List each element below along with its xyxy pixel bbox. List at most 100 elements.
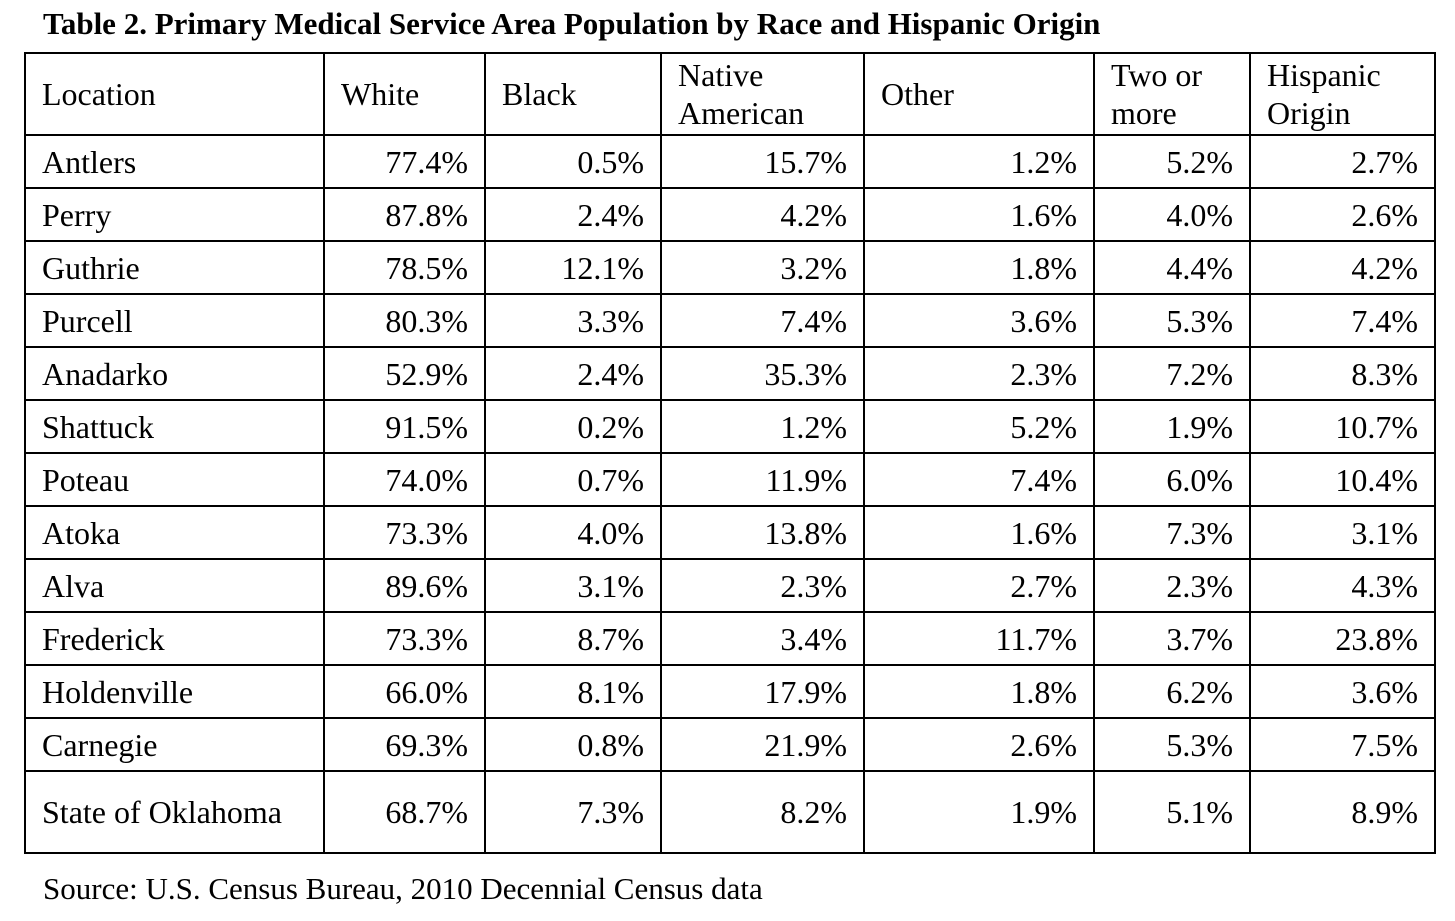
cell-location: Perry xyxy=(24,187,325,242)
cell-hispanic-origin: 3.6% xyxy=(1249,664,1436,719)
cell-white: 68.7% xyxy=(323,770,486,854)
cell-location: Atoka xyxy=(24,505,325,560)
cell-native-american: 8.2% xyxy=(660,770,865,854)
cell-black: 0.5% xyxy=(484,134,662,189)
cell-white: 73.3% xyxy=(323,505,486,560)
table-row: Poteau 74.0% 0.7% 11.9% 7.4% 6.0% 10.4% xyxy=(24,452,1436,507)
cell-other: 2.3% xyxy=(863,346,1095,401)
cell-native-american: 13.8% xyxy=(660,505,865,560)
header-two-or-more: Two or more xyxy=(1093,52,1251,136)
cell-other: 3.6% xyxy=(863,293,1095,348)
cell-two-or-more: 6.2% xyxy=(1093,664,1251,719)
cell-white: 89.6% xyxy=(323,558,486,613)
cell-other: 1.8% xyxy=(863,664,1095,719)
table-row: Purcell 80.3% 3.3% 7.4% 3.6% 5.3% 7.4% xyxy=(24,293,1436,348)
cell-other: 11.7% xyxy=(863,611,1095,666)
header-row: Location White Black Native American Oth… xyxy=(24,52,1436,136)
cell-other: 1.6% xyxy=(863,505,1095,560)
cell-two-or-more: 2.3% xyxy=(1093,558,1251,613)
cell-location: Frederick xyxy=(24,611,325,666)
cell-white: 87.8% xyxy=(323,187,486,242)
cell-location: Purcell xyxy=(24,293,325,348)
cell-two-or-more: 5.3% xyxy=(1093,717,1251,772)
cell-native-american: 21.9% xyxy=(660,717,865,772)
cell-hispanic-origin: 8.9% xyxy=(1249,770,1436,854)
table-row: Holdenville 66.0% 8.1% 17.9% 1.8% 6.2% 3.6% xyxy=(24,664,1436,719)
cell-black: 3.3% xyxy=(484,293,662,348)
cell-other: 7.4% xyxy=(863,452,1095,507)
cell-hispanic-origin: 2.7% xyxy=(1249,134,1436,189)
cell-hispanic-origin: 10.4% xyxy=(1249,452,1436,507)
cell-white: 74.0% xyxy=(323,452,486,507)
cell-two-or-more: 1.9% xyxy=(1093,399,1251,454)
cell-white: 73.3% xyxy=(323,611,486,666)
cell-other: 1.2% xyxy=(863,134,1095,189)
cell-other: 2.6% xyxy=(863,717,1095,772)
header-black: Black xyxy=(484,52,662,136)
cell-two-or-more: 6.0% xyxy=(1093,452,1251,507)
table-row: Carnegie 69.3% 0.8% 21.9% 2.6% 5.3% 7.5% xyxy=(24,717,1436,772)
cell-hispanic-origin: 23.8% xyxy=(1249,611,1436,666)
cell-black: 7.3% xyxy=(484,770,662,854)
cell-black: 2.4% xyxy=(484,187,662,242)
table-row: Frederick 73.3% 8.7% 3.4% 11.7% 3.7% 23.8% xyxy=(24,611,1436,666)
cell-white: 66.0% xyxy=(323,664,486,719)
cell-location: Antlers xyxy=(24,134,325,189)
header-white: White xyxy=(323,52,486,136)
cell-two-or-more: 7.3% xyxy=(1093,505,1251,560)
cell-two-or-more: 5.3% xyxy=(1093,293,1251,348)
cell-other: 1.9% xyxy=(863,770,1095,854)
cell-native-american: 1.2% xyxy=(660,399,865,454)
cell-native-american: 4.2% xyxy=(660,187,865,242)
cell-black: 0.2% xyxy=(484,399,662,454)
cell-white: 69.3% xyxy=(323,717,486,772)
cell-white: 78.5% xyxy=(323,240,486,295)
cell-location: Poteau xyxy=(24,452,325,507)
cell-two-or-more: 3.7% xyxy=(1093,611,1251,666)
header-other: Other xyxy=(863,52,1095,136)
source-note: Source: U.S. Census Bureau, 2010 Decenni… xyxy=(43,871,763,906)
cell-location: Alva xyxy=(24,558,325,613)
table-row: Perry 87.8% 2.4% 4.2% 1.6% 4.0% 2.6% xyxy=(24,187,1436,242)
header-native-american: Native American xyxy=(660,52,865,136)
cell-two-or-more: 4.4% xyxy=(1093,240,1251,295)
cell-two-or-more: 5.2% xyxy=(1093,134,1251,189)
cell-hispanic-origin: 7.4% xyxy=(1249,293,1436,348)
cell-hispanic-origin: 2.6% xyxy=(1249,187,1436,242)
cell-white: 77.4% xyxy=(323,134,486,189)
cell-white: 91.5% xyxy=(323,399,486,454)
table-row: Antlers 77.4% 0.5% 15.7% 1.2% 5.2% 2.7% xyxy=(24,134,1436,189)
cell-native-american: 11.9% xyxy=(660,452,865,507)
cell-hispanic-origin: 7.5% xyxy=(1249,717,1436,772)
table-row: Anadarko 52.9% 2.4% 35.3% 2.3% 7.2% 8.3% xyxy=(24,346,1436,401)
header-location: Location xyxy=(24,52,325,136)
cell-native-american: 2.3% xyxy=(660,558,865,613)
cell-native-american: 3.4% xyxy=(660,611,865,666)
cell-black: 12.1% xyxy=(484,240,662,295)
cell-native-american: 35.3% xyxy=(660,346,865,401)
cell-hispanic-origin: 4.3% xyxy=(1249,558,1436,613)
cell-black: 8.7% xyxy=(484,611,662,666)
cell-other: 1.8% xyxy=(863,240,1095,295)
cell-location: Carnegie xyxy=(24,717,325,772)
cell-white: 80.3% xyxy=(323,293,486,348)
cell-other: 5.2% xyxy=(863,399,1095,454)
cell-native-american: 17.9% xyxy=(660,664,865,719)
cell-hispanic-origin: 4.2% xyxy=(1249,240,1436,295)
cell-location: Guthrie xyxy=(24,240,325,295)
cell-location: Shattuck xyxy=(24,399,325,454)
cell-hispanic-origin: 3.1% xyxy=(1249,505,1436,560)
cell-hispanic-origin: 10.7% xyxy=(1249,399,1436,454)
table-row: Shattuck 91.5% 0.2% 1.2% 5.2% 1.9% 10.7% xyxy=(24,399,1436,454)
cell-location: Holdenville xyxy=(24,664,325,719)
cell-two-or-more: 5.1% xyxy=(1093,770,1251,854)
cell-white: 52.9% xyxy=(323,346,486,401)
table-row: Atoka 73.3% 4.0% 13.8% 1.6% 7.3% 3.1% xyxy=(24,505,1436,560)
table-row: State of Oklahoma 68.7% 7.3% 8.2% 1.9% 5.1% 8.… xyxy=(24,770,1436,854)
table-row: Guthrie 78.5% 12.1% 3.2% 1.8% 4.4% 4.2% xyxy=(24,240,1436,295)
cell-other: 2.7% xyxy=(863,558,1095,613)
cell-black: 0.7% xyxy=(484,452,662,507)
cell-native-american: 3.2% xyxy=(660,240,865,295)
cell-location: State of Oklahoma xyxy=(24,770,325,854)
cell-black: 3.1% xyxy=(484,558,662,613)
